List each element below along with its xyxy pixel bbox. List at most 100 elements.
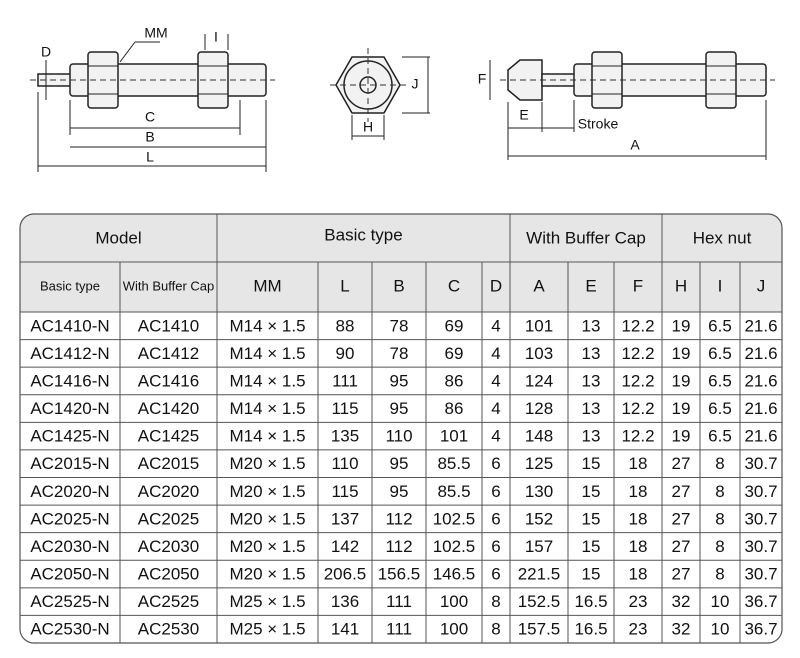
table-cell: 27: [672, 482, 691, 501]
table-cell: 18: [629, 482, 648, 501]
table-cell: 23: [629, 620, 648, 639]
table-cell: 110: [385, 427, 412, 446]
label-b: B: [145, 129, 154, 145]
table-cell: 4: [491, 371, 500, 390]
table-cell: 19: [672, 344, 691, 363]
table-cell: 15: [582, 565, 601, 584]
table-cell: 13: [582, 427, 601, 446]
table-cell: 27: [672, 454, 691, 473]
end-view: H J: [330, 48, 430, 140]
table-cell: 6.5: [708, 344, 732, 363]
table-cell: 101: [525, 316, 553, 335]
table-cell: 8: [715, 537, 724, 556]
table-cell: 21.6: [744, 399, 777, 418]
table-cell: 125: [525, 454, 553, 473]
group-header: Hex nut: [693, 228, 752, 247]
table-cell: AC2525: [138, 592, 199, 611]
table-cell: 8: [715, 482, 724, 501]
table-cell: 152.5: [518, 592, 561, 611]
label-h: H: [363, 119, 373, 135]
table-cell: AC2020-N: [30, 482, 109, 501]
table-cell: 69: [445, 316, 464, 335]
table-cell: AC2015: [138, 454, 199, 473]
table-cell: 32: [672, 592, 691, 611]
column-header: L: [340, 276, 349, 295]
table-cell: M20 × 1.5: [229, 482, 305, 501]
table-cell: 6: [491, 454, 500, 473]
table-cell: 78: [390, 316, 409, 335]
column-header: B: [393, 276, 404, 295]
table-cell: AC2025: [138, 509, 199, 528]
table-cell: M14 × 1.5: [229, 316, 305, 335]
table-cell: 23: [629, 592, 648, 611]
table-cell: 32: [672, 620, 691, 639]
table-cell: M14 × 1.5: [229, 344, 305, 363]
table-cell: 19: [672, 399, 691, 418]
table-cell: 95: [390, 482, 409, 501]
table-cell: 15: [582, 454, 601, 473]
table-cell: AC2525-N: [30, 592, 109, 611]
table-cell: 12.2: [621, 399, 654, 418]
table-cell: AC2530: [138, 620, 199, 639]
column-header: I: [718, 276, 723, 295]
table-cell: 115: [331, 399, 358, 418]
label-d: D: [41, 44, 51, 60]
table-cell: AC2030-N: [30, 537, 109, 556]
table-cell: 111: [386, 620, 412, 639]
table-cell: AC1420-N: [30, 399, 109, 418]
group-header: Basic type: [324, 225, 402, 244]
table-border: [19, 213, 783, 644]
table-cell: 8: [491, 592, 500, 611]
table-cell: AC1410-N: [30, 316, 109, 335]
table-cell: M20 × 1.5: [229, 537, 305, 556]
table-cell: 156.5: [378, 565, 421, 584]
table-cell: 13: [582, 344, 601, 363]
table-cell: 21.6: [744, 371, 777, 390]
table-cell: 112: [385, 537, 412, 556]
table-cell: AC1425-N: [30, 427, 109, 446]
table-cell: AC1412-N: [30, 344, 109, 363]
table-cell: 15: [582, 537, 601, 556]
table-cell: 36.7: [744, 592, 777, 611]
table-cell: 95: [390, 371, 409, 390]
table-cell: 19: [672, 371, 691, 390]
group-header: Model: [95, 228, 141, 247]
label-a: A: [630, 137, 640, 153]
table-cell: AC1410: [138, 316, 199, 335]
table-cell: 152: [525, 509, 553, 528]
table-cell: M20 × 1.5: [229, 565, 305, 584]
table-cell: AC2020: [138, 482, 199, 501]
table-cell: 16.5: [574, 592, 607, 611]
table-cell: 6.5: [708, 399, 732, 418]
table-cell: AC2530-N: [30, 620, 109, 639]
table-cell: 12.2: [621, 316, 654, 335]
side-view: D MM I C B L: [30, 25, 275, 172]
column-header: MM: [253, 276, 281, 295]
header-bg: [20, 214, 782, 312]
column-header: J: [757, 276, 766, 295]
table-cell: AC2030: [138, 537, 199, 556]
table-cell: M25 × 1.5: [229, 592, 305, 611]
table-cell: 10: [711, 620, 730, 639]
table-cell: AC2015-N: [30, 454, 109, 473]
table-cell: 6.5: [708, 316, 732, 335]
table-cell: 30.7: [744, 454, 777, 473]
table-cell: 85.5: [437, 454, 470, 473]
table-cell: 95: [390, 399, 409, 418]
table-cell: 30.7: [744, 565, 777, 584]
table-cell: 10: [711, 592, 730, 611]
group-header: With Buffer Cap: [526, 228, 646, 247]
table-cell: M20 × 1.5: [229, 509, 305, 528]
column-header: With Buffer Cap: [123, 278, 215, 293]
table-cell: 13: [582, 371, 601, 390]
table-cell: 4: [491, 427, 500, 446]
table-cell: 69: [445, 344, 464, 363]
table-cell: 8: [715, 509, 724, 528]
table-cell: 15: [582, 482, 601, 501]
table-cell: 137: [331, 509, 359, 528]
column-header: D: [490, 276, 502, 295]
table-cell: 27: [672, 509, 691, 528]
table-cell: 21.6: [744, 427, 777, 446]
table-cell: 30.7: [744, 537, 777, 556]
table-cell: 18: [629, 565, 648, 584]
